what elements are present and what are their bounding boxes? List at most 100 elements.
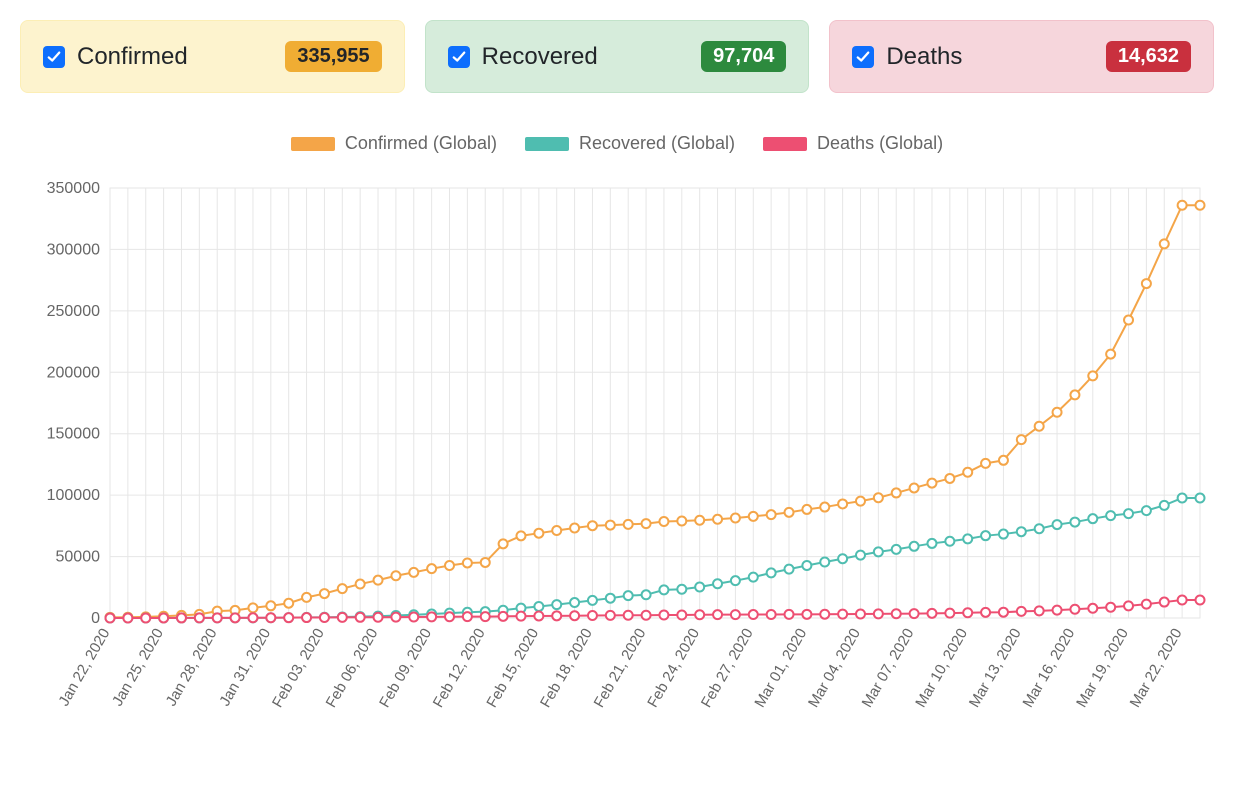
checkbox-recovered[interactable] <box>448 46 470 68</box>
data-point[interactable] <box>749 573 758 582</box>
data-point[interactable] <box>1142 600 1151 609</box>
data-point[interactable] <box>927 479 936 488</box>
data-point[interactable] <box>802 610 811 619</box>
data-point[interactable] <box>1160 501 1169 510</box>
data-point[interactable] <box>213 613 222 622</box>
data-point[interactable] <box>767 610 776 619</box>
data-point[interactable] <box>1088 371 1097 380</box>
data-point[interactable] <box>534 529 543 538</box>
data-point[interactable] <box>731 576 740 585</box>
data-point[interactable] <box>945 609 954 618</box>
data-point[interactable] <box>695 583 704 592</box>
data-point[interactable] <box>677 585 686 594</box>
data-point[interactable] <box>963 534 972 543</box>
data-point[interactable] <box>1017 607 1026 616</box>
data-point[interactable] <box>409 568 418 577</box>
data-point[interactable] <box>874 609 883 618</box>
data-point[interactable] <box>767 568 776 577</box>
data-point[interactable] <box>1178 201 1187 210</box>
data-point[interactable] <box>427 612 436 621</box>
checkbox-deaths[interactable] <box>852 46 874 68</box>
data-point[interactable] <box>892 545 901 554</box>
data-point[interactable] <box>677 610 686 619</box>
data-point[interactable] <box>945 474 954 483</box>
data-point[interactable] <box>749 512 758 521</box>
data-point[interactable] <box>981 459 990 468</box>
data-point[interactable] <box>981 531 990 540</box>
data-point[interactable] <box>713 515 722 524</box>
data-point[interactable] <box>141 613 150 622</box>
data-point[interactable] <box>338 584 347 593</box>
data-point[interactable] <box>320 613 329 622</box>
data-point[interactable] <box>1124 601 1133 610</box>
data-point[interactable] <box>445 561 454 570</box>
data-point[interactable] <box>695 516 704 525</box>
data-point[interactable] <box>1106 603 1115 612</box>
data-point[interactable] <box>856 610 865 619</box>
data-point[interactable] <box>588 596 597 605</box>
data-point[interactable] <box>356 580 365 589</box>
data-point[interactable] <box>999 530 1008 539</box>
data-point[interactable] <box>302 593 311 602</box>
data-point[interactable] <box>499 539 508 548</box>
data-point[interactable] <box>1124 509 1133 518</box>
data-point[interactable] <box>838 499 847 508</box>
data-point[interactable] <box>838 554 847 563</box>
data-point[interactable] <box>910 609 919 618</box>
data-point[interactable] <box>624 520 633 529</box>
data-point[interactable] <box>391 613 400 622</box>
data-point[interactable] <box>927 609 936 618</box>
data-point[interactable] <box>624 611 633 620</box>
data-point[interactable] <box>695 610 704 619</box>
legend-item[interactable]: Deaths (Global) <box>763 133 943 154</box>
data-point[interactable] <box>785 508 794 517</box>
data-point[interactable] <box>963 468 972 477</box>
data-point[interactable] <box>248 613 257 622</box>
data-point[interactable] <box>534 602 543 611</box>
data-point[interactable] <box>659 585 668 594</box>
data-point[interactable] <box>963 608 972 617</box>
data-point[interactable] <box>356 613 365 622</box>
data-point[interactable] <box>499 612 508 621</box>
data-point[interactable] <box>338 613 347 622</box>
data-point[interactable] <box>1142 506 1151 515</box>
data-point[interactable] <box>481 558 490 567</box>
data-point[interactable] <box>409 613 418 622</box>
data-point[interactable] <box>1017 435 1026 444</box>
data-point[interactable] <box>820 557 829 566</box>
stat-card-confirmed[interactable]: Confirmed335,955 <box>20 20 405 93</box>
data-point[interactable] <box>570 523 579 532</box>
data-point[interactable] <box>874 547 883 556</box>
data-point[interactable] <box>856 497 865 506</box>
data-point[interactable] <box>284 613 293 622</box>
data-point[interactable] <box>1196 201 1205 210</box>
data-point[interactable] <box>1196 493 1205 502</box>
data-point[interactable] <box>516 612 525 621</box>
stat-card-recovered[interactable]: Recovered97,704 <box>425 20 810 93</box>
data-point[interactable] <box>659 517 668 526</box>
data-point[interactable] <box>1053 606 1062 615</box>
data-point[interactable] <box>999 608 1008 617</box>
data-point[interactable] <box>516 531 525 540</box>
data-point[interactable] <box>642 519 651 528</box>
data-point[interactable] <box>1053 408 1062 417</box>
data-point[interactable] <box>1196 596 1205 605</box>
data-point[interactable] <box>785 565 794 574</box>
data-point[interactable] <box>1053 520 1062 529</box>
data-point[interactable] <box>463 612 472 621</box>
data-point[interactable] <box>927 539 936 548</box>
data-point[interactable] <box>1124 315 1133 324</box>
data-point[interactable] <box>534 611 543 620</box>
data-point[interactable] <box>552 611 561 620</box>
data-point[interactable] <box>1178 596 1187 605</box>
data-point[interactable] <box>177 613 186 622</box>
data-point[interactable] <box>302 613 311 622</box>
data-point[interactable] <box>159 613 168 622</box>
data-point[interactable] <box>374 576 383 585</box>
data-point[interactable] <box>767 510 776 519</box>
data-point[interactable] <box>374 613 383 622</box>
data-point[interactable] <box>570 598 579 607</box>
data-point[interactable] <box>1142 279 1151 288</box>
data-point[interactable] <box>463 558 472 567</box>
data-point[interactable] <box>266 613 275 622</box>
